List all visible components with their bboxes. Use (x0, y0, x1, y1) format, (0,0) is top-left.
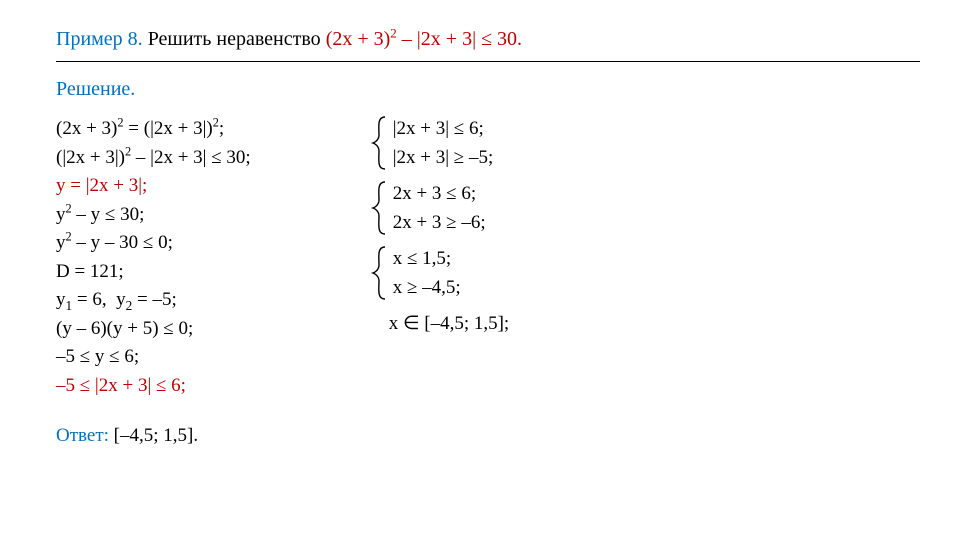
system-3: x ≤ 1,5; x ≥ –4,5; (371, 245, 510, 302)
step-line: D = 121; (56, 258, 251, 287)
system-row: 2x + 3 ≤ 6; (393, 180, 486, 209)
answer-label: Ответ: (56, 425, 114, 446)
system-row: 2x + 3 ≥ –6; (393, 209, 486, 238)
brace-icon (371, 115, 387, 171)
answer-value: [–4,5; 1,5]. (114, 425, 198, 446)
step-line: (|2x + 3|)2 – |2x + 3| ≤ 30; (56, 144, 251, 173)
answer-line: Ответ: [–4,5; 1,5]. (56, 422, 251, 451)
brace-icon (371, 245, 387, 301)
system-row: |2x + 3| ≤ 6; (393, 115, 494, 144)
solution-right-column: |2x + 3| ≤ 6; |2x + 3| ≥ –5; 2x + 3 ≤ 6;… (371, 115, 510, 451)
final-result: x ∈ [–4,5; 1,5]; (371, 310, 510, 339)
step-substitution: y = |2x + 3|; (56, 172, 251, 201)
step-line: y2 – y – 30 ≤ 0; (56, 229, 251, 258)
system-row: |2x + 3| ≥ –5; (393, 144, 494, 173)
solution-label: Решение. (56, 78, 920, 101)
step-line: (y – 6)(y + 5) ≤ 0; (56, 315, 251, 344)
step-line: y2 – y ≤ 30; (56, 201, 251, 230)
system-row: x ≥ –4,5; (393, 274, 461, 303)
example-title: Пример 8. Решить неравенство (2x + 3)2 –… (56, 28, 920, 51)
step-line: y1 = 6, y2 = –5; (56, 286, 251, 315)
system-row: x ≤ 1,5; (393, 245, 461, 274)
title-inequality: (2x + 3)2 – |2x + 3| ≤ 30. (326, 28, 522, 50)
step-line: (2x + 3)2 = (|2x + 3|)2; (56, 115, 251, 144)
system-1: |2x + 3| ≤ 6; |2x + 3| ≥ –5; (371, 115, 510, 172)
example-number: Пример 8. (56, 28, 143, 50)
system-2: 2x + 3 ≤ 6; 2x + 3 ≥ –6; (371, 180, 510, 237)
task-text: Решить неравенство (143, 28, 326, 50)
solution-left-column: (2x + 3)2 = (|2x + 3|)2; (|2x + 3|)2 – |… (56, 115, 251, 451)
divider (56, 61, 920, 62)
step-line: –5 ≤ |2x + 3| ≤ 6; (56, 372, 251, 401)
brace-icon (371, 180, 387, 236)
step-line: –5 ≤ y ≤ 6; (56, 343, 251, 372)
